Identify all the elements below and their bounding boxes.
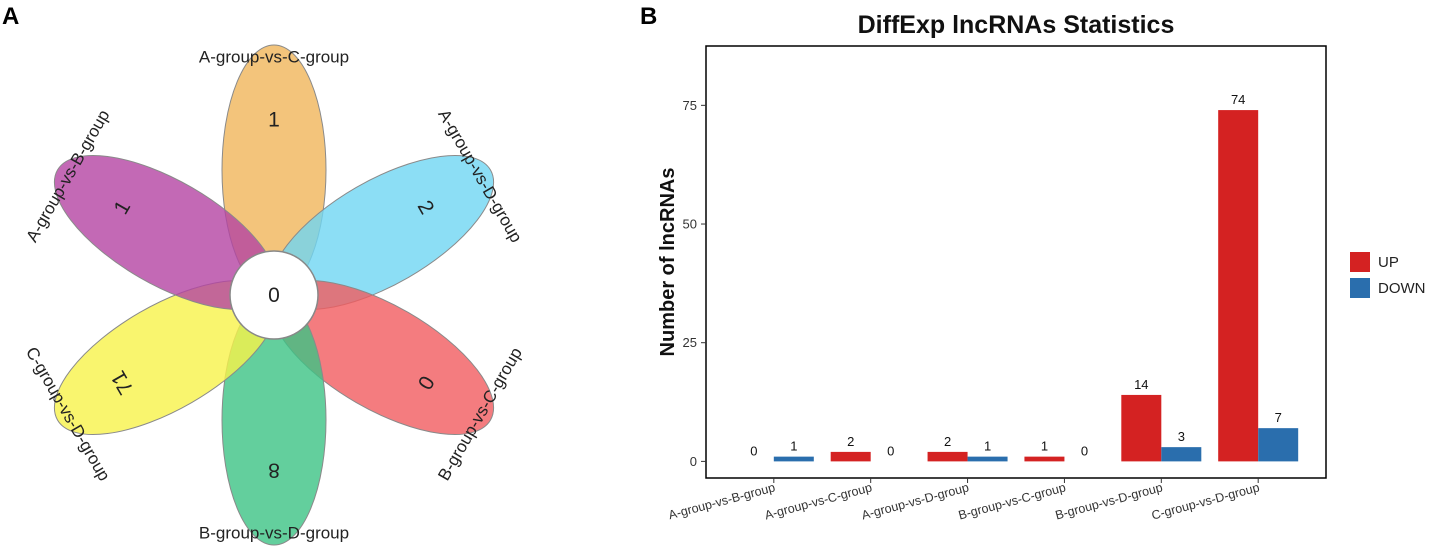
bar-chart: DiffExp lncRNAs Statistics 0 25 50 75 Numbe… bbox=[657, 11, 1426, 523]
bar-up bbox=[1121, 394, 1162, 462]
plot-panel-border bbox=[705, 45, 1327, 479]
y-tick-label: 50 bbox=[683, 217, 697, 232]
bar-down bbox=[1258, 428, 1299, 462]
flower-venn-diagram: 0 1A-group-vs-C-group2A-group-vs-D-group… bbox=[22, 44, 526, 546]
chart-title: DiffExp lncRNAs Statistics bbox=[858, 11, 1175, 39]
x-tick-label: B-group-vs-D-group bbox=[1054, 480, 1164, 522]
bar-data-label: 0 bbox=[887, 443, 894, 458]
bar-data-label: 74 bbox=[1231, 92, 1245, 107]
bar-down bbox=[967, 456, 1008, 462]
panel-a-label: A bbox=[2, 3, 19, 30]
bar-up bbox=[927, 451, 968, 462]
y-axis: 0 25 50 75 bbox=[683, 98, 706, 469]
legend-key-down bbox=[1350, 278, 1370, 298]
panel-b-label: B bbox=[640, 3, 657, 30]
x-tick-label: C-group-vs-D-group bbox=[1150, 480, 1261, 522]
bar-data-label: 14 bbox=[1134, 377, 1148, 392]
venn-petal-label: B-group-vs-D-group bbox=[199, 524, 349, 543]
bar-down bbox=[773, 456, 814, 462]
venn-petal-count: 1 bbox=[268, 109, 280, 132]
bar-up bbox=[830, 451, 871, 462]
legend-label: UP bbox=[1378, 254, 1399, 271]
y-axis-title: Number of lncRNAs bbox=[657, 168, 679, 357]
bar-data-label: 2 bbox=[847, 434, 854, 449]
bar-data-label: 7 bbox=[1275, 410, 1282, 425]
y-tick-label: 25 bbox=[683, 335, 697, 350]
venn-petal-label: A-group-vs-C-group bbox=[199, 48, 349, 67]
bar-data-label: 0 bbox=[750, 443, 757, 458]
x-tick-label: A-group-vs-B-group bbox=[667, 480, 777, 522]
venn-petal-count: 8 bbox=[268, 459, 280, 482]
y-tick-label: 0 bbox=[690, 454, 697, 469]
bar-down bbox=[1161, 447, 1202, 462]
legend-label: DOWN bbox=[1378, 280, 1426, 297]
bar-data-label: 1 bbox=[790, 439, 797, 454]
venn-center-value: 0 bbox=[268, 284, 280, 307]
x-tick-label: B-group-vs-C-group bbox=[957, 480, 1067, 522]
venn-petals bbox=[53, 44, 495, 546]
legend-key-up bbox=[1350, 252, 1370, 272]
bar-data-label: 3 bbox=[1178, 429, 1185, 444]
bar-data-label: 0 bbox=[1081, 443, 1088, 458]
bar-data-label: 1 bbox=[1041, 439, 1048, 454]
bar-data-label: 2 bbox=[944, 434, 951, 449]
x-tick-label: A-group-vs-C-group bbox=[763, 480, 873, 522]
x-tick-label: A-group-vs-D-group bbox=[860, 480, 970, 522]
bar-up bbox=[1218, 110, 1259, 462]
venn-center-circle bbox=[229, 250, 319, 340]
bar-data-label: 1 bbox=[984, 439, 991, 454]
x-axis: A-group-vs-B-groupA-group-vs-C-groupA-gr… bbox=[667, 478, 1261, 523]
bar-up bbox=[1024, 456, 1065, 462]
y-tick-label: 75 bbox=[683, 98, 697, 113]
legend: UP DOWN bbox=[1350, 252, 1426, 298]
bar-data-labels: 0 1 2 0 2 1 1 0 14 3 74 7 bbox=[750, 92, 1282, 458]
bars bbox=[773, 110, 1299, 462]
